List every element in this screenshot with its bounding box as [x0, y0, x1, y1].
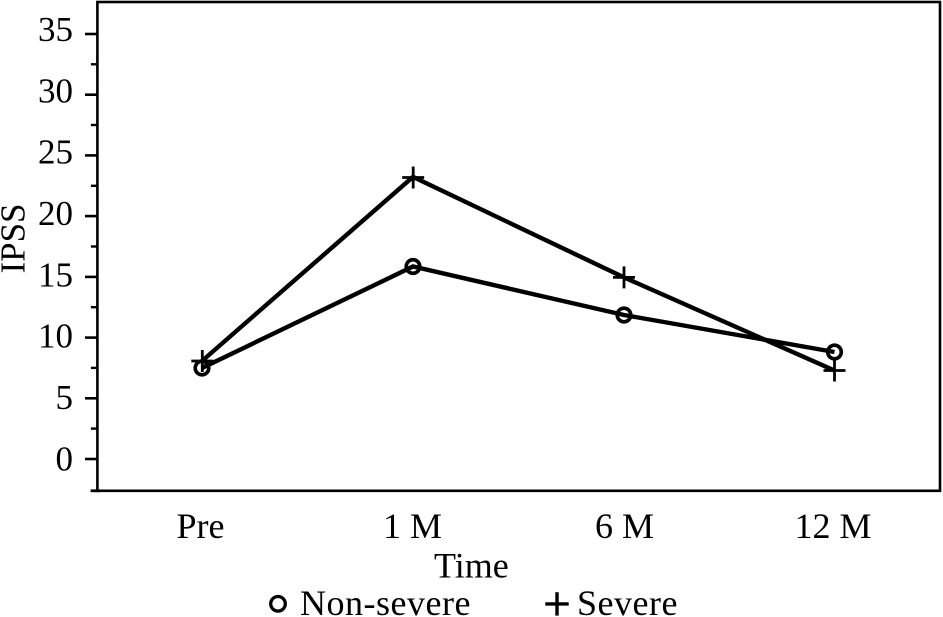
- svg-text:Time: Time: [434, 545, 509, 585]
- svg-text:15: 15: [38, 255, 73, 294]
- svg-text:20: 20: [38, 194, 73, 233]
- svg-text:0: 0: [56, 439, 74, 478]
- svg-text:IPSS: IPSS: [0, 203, 33, 273]
- svg-text:10: 10: [38, 317, 73, 356]
- svg-text:Pre: Pre: [177, 506, 225, 546]
- svg-text:Non-severe: Non-severe: [300, 583, 471, 617]
- svg-text:6 M: 6 M: [595, 506, 654, 546]
- svg-text:1 M: 1 M: [383, 506, 442, 546]
- svg-text:35: 35: [38, 10, 73, 49]
- svg-text:12 M: 12 M: [794, 506, 871, 546]
- svg-text:25: 25: [38, 133, 73, 172]
- svg-text:30: 30: [38, 71, 73, 110]
- svg-text:Severe: Severe: [577, 583, 678, 617]
- svg-text:5: 5: [56, 378, 74, 417]
